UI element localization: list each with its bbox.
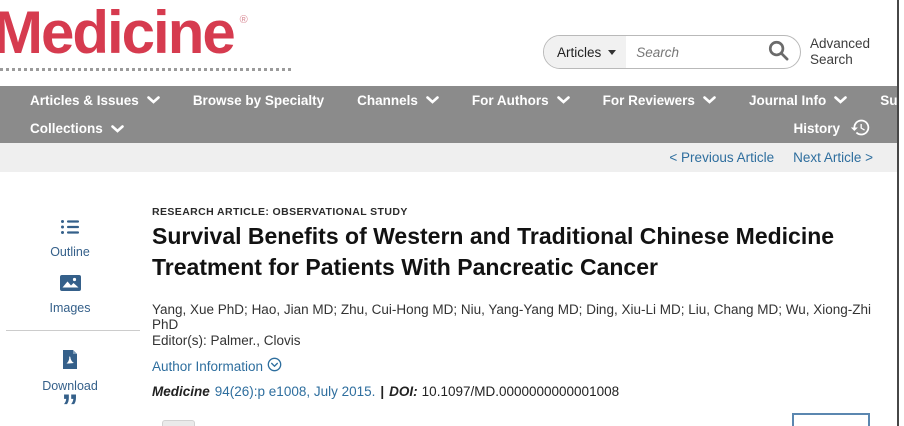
partial-element: [162, 420, 195, 426]
window-edge-line: [897, 0, 899, 426]
nav-item-browse-by-specialty[interactable]: Browse by Specialty: [193, 93, 324, 108]
nav-label: Journal Info: [748, 92, 827, 108]
nav-item-collections[interactable]: Collections: [30, 121, 124, 136]
nav-label: For Authors: [471, 92, 549, 108]
nav-item-articles-issues[interactable]: Articles & Issues: [30, 93, 160, 108]
chevron-down-icon: [703, 96, 716, 104]
site-header: Medicine® Articles Advanced Search: [0, 0, 897, 86]
article-pagination-strip: < Previous Article Next Article >: [0, 143, 897, 172]
chevron-down-icon: [426, 96, 439, 104]
chevron-down-icon: [834, 96, 847, 104]
history-label: History: [793, 121, 840, 137]
pdf-download-icon: [62, 350, 78, 372]
chevron-down-icon: [147, 96, 160, 104]
nav-item-channels[interactable]: Channels: [357, 93, 439, 108]
sidebar-item-outline[interactable]: Outline: [0, 219, 140, 259]
citation-separator: |: [380, 384, 385, 399]
dropdown-arrow-icon: [608, 49, 617, 55]
sidebar-item-label: Images: [49, 301, 91, 315]
nav-item-for-authors[interactable]: For Authors: [472, 93, 570, 108]
article-citation: Medicine 94(26):p e1008, July 2015. | DOI: 1…: [152, 384, 619, 399]
author-information-label: Author Information: [152, 358, 264, 374]
author-information-toggle[interactable]: Author Information: [152, 357, 282, 375]
article-category: RESEARCH ARTICLE: OBSERVATIONAL STUDY: [152, 206, 408, 218]
images-icon: [59, 275, 81, 294]
next-article-link[interactable]: Next Article >: [793, 150, 873, 165]
article-sidebar: Outline Images Download: [0, 172, 152, 426]
article-title: Survival Benefits of Western and Traditi…: [152, 223, 835, 280]
nav-label: Browse by Specialty: [192, 92, 325, 108]
cite-quote-icon[interactable]: ”: [61, 388, 79, 426]
journal-logo-text: Medicine: [0, 0, 236, 66]
chevron-down-icon: [110, 124, 124, 133]
sidebar-item-download[interactable]: Download: [0, 350, 140, 393]
main-navigation: Articles & Issues Browse by Specialty Ch…: [0, 86, 904, 144]
nav-label: Articles & Issues: [30, 92, 139, 108]
sidebar-item-label: Download: [42, 379, 98, 393]
nav-row-1: Articles & Issues Browse by Specialty Ch…: [0, 86, 904, 115]
partial-action-button[interactable]: [792, 413, 870, 426]
search-scope-label: Articles: [557, 44, 602, 60]
history-icon: [850, 117, 871, 141]
sidebar-divider: [6, 330, 140, 331]
nav-item-journal-info[interactable]: Journal Info: [749, 93, 847, 108]
nav-row-2: Collections History: [0, 115, 897, 144]
outline-list-icon: [61, 219, 79, 238]
article-authors: Yang, Xue PhD; Hao, Jian MD; Zhu, Cui-Ho…: [152, 302, 872, 332]
sidebar-item-label: Outline: [50, 245, 90, 259]
nav-item-submit[interactable]: Submit: [880, 93, 904, 108]
previous-article-link[interactable]: < Previous Article: [669, 150, 775, 165]
search-bar: Articles: [543, 35, 801, 69]
nav-item-for-reviewers[interactable]: For Reviewers: [603, 93, 716, 108]
citation-journal: Medicine: [152, 384, 210, 399]
registered-mark: ®: [239, 14, 248, 26]
nav-label: Channels: [357, 92, 418, 108]
history-button[interactable]: History: [793, 117, 871, 141]
journal-logo[interactable]: Medicine ®: [0, 0, 248, 67]
search-button[interactable]: [767, 39, 800, 65]
advanced-search-link[interactable]: Advanced Search: [810, 36, 871, 67]
chevron-down-circle-icon: [267, 357, 282, 375]
logo-dotted-underline: [0, 68, 291, 71]
article-editors: Editor(s): Palmer., Clovis: [152, 333, 301, 348]
article-main: RESEARCH ARTICLE: OBSERVATIONAL STUDY Su…: [152, 172, 900, 426]
nav-label: Collections: [30, 121, 103, 137]
search-icon: [767, 39, 790, 65]
nav-label: Submit: [880, 92, 904, 108]
citation-doi-label: DOI:: [389, 384, 418, 399]
citation-doi-value: 10.1097/MD.0000000000001008: [421, 384, 620, 399]
nav-label: For Reviewers: [602, 92, 695, 108]
citation-issue-link[interactable]: 94(26):p e1008, July 2015.: [214, 384, 376, 399]
search-scope-dropdown[interactable]: Articles: [544, 36, 627, 68]
chevron-down-icon: [556, 96, 570, 104]
sidebar-item-images[interactable]: Images: [0, 275, 140, 315]
search-input[interactable]: [626, 44, 767, 60]
